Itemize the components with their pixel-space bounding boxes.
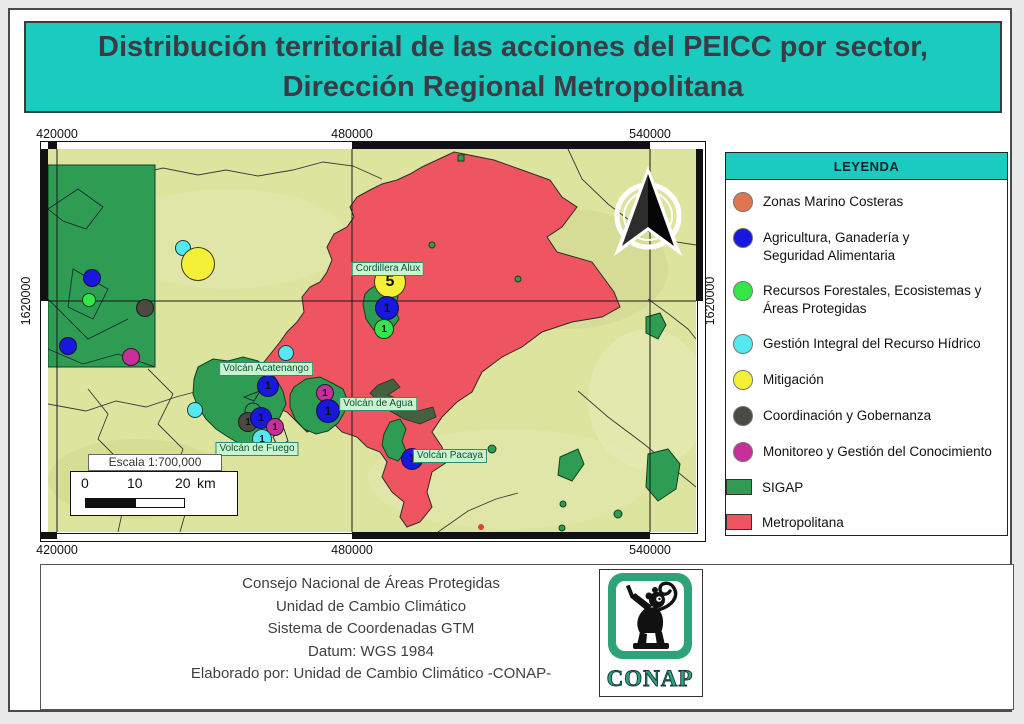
scale-bar: 0 10 20 km	[70, 471, 238, 516]
legend-item-agricultura: Agricultura, Ganadería y Seguridad Alime…	[733, 228, 1001, 265]
legend-label: Gestión Integral del Recurso Hídrico	[763, 336, 981, 351]
neatline-seg	[41, 532, 57, 539]
legend-swatch-sigap-icon	[726, 479, 752, 495]
scale-tick-0: 0	[81, 475, 89, 491]
north-arrow-icon	[614, 166, 682, 256]
legend-item-monitoreo: Monitoreo y Gestión del Conocimiento	[733, 442, 1001, 462]
footer-credits-box: Consejo Nacional de Áreas Protegidas Unid…	[40, 564, 1014, 710]
conap-monkey-logo-icon: CONAP	[606, 573, 694, 691]
footer-line: Elaborado por: Unidad de Cambio Climátic…	[190, 665, 552, 682]
marker-agricultura	[83, 269, 101, 287]
legend-item-coordinacion: Coordinación y Gobernanza	[733, 406, 1001, 426]
neatline-seg	[650, 532, 703, 539]
marker-hidrico	[278, 345, 294, 361]
site-label: Volcán Acatenango	[219, 362, 313, 376]
site-label: Volcán de Fuego	[215, 442, 299, 456]
legend-swatch-hidrico-icon	[733, 334, 753, 354]
legend-label: Monitoreo y Gestión del Conocimiento	[763, 444, 992, 459]
marker-forestal	[82, 293, 96, 307]
legend-item-sigap: SIGAP	[726, 479, 1001, 497]
neatline-seg	[650, 142, 703, 149]
marker-mitigacion	[181, 247, 215, 281]
map-neatline-outer	[40, 141, 706, 542]
legend-panel: LEYENDA Zonas Marino Costeras Agricultura…	[725, 152, 1008, 536]
metropolitana-region	[233, 151, 621, 528]
neatline-seg	[696, 301, 703, 532]
legend-item-metropolitana: Metropolitana	[726, 514, 1001, 532]
scale-segment-black	[85, 498, 135, 508]
x-tick-bottom-420000: 420000	[36, 543, 78, 557]
title-line-2: Dirección Regional Metropolitana	[282, 71, 744, 103]
neatline-seg	[48, 142, 57, 149]
footer-line: Datum: WGS 1984	[308, 642, 434, 660]
legend-header: LEYENDA	[726, 153, 1007, 180]
marker-agricultura-count: 1	[375, 296, 399, 320]
marker-monitoreo-count: 1	[266, 418, 284, 436]
marker-agricultura	[59, 337, 77, 355]
footer-text: Consejo Nacional de Áreas Protegidas Unid…	[61, 573, 681, 686]
red-speck	[478, 524, 484, 530]
legend-item-forestal: Recursos Forestales, Ecosistemas y Áreas …	[733, 281, 1001, 318]
legend-label: Recursos Forestales, Ecosistemas y Áreas …	[763, 283, 982, 316]
legend-label: Coordinación y Gobernanza	[763, 408, 932, 423]
x-tick-top-540000: 540000	[629, 127, 671, 141]
marker-agricultura-count: 1	[316, 399, 340, 423]
monkey-silhouette	[625, 581, 678, 649]
sigap-reserve-rect	[48, 164, 156, 368]
conap-logo-box: CONAP	[599, 569, 703, 697]
site-label: Volcán de Agua	[339, 397, 417, 411]
neatline-seg	[352, 532, 650, 539]
footer-line: Unidad de Cambio Climático	[275, 597, 467, 615]
neatline-seg	[352, 142, 650, 149]
marker-monitoreo	[122, 348, 140, 366]
map-layout-page: Distribución territorial de las acciones…	[8, 8, 1014, 712]
footer-line: Consejo Nacional de Áreas Protegidas	[242, 575, 500, 592]
scale-unit: km	[197, 475, 216, 491]
marker-hidrico	[187, 402, 203, 418]
legend-swatch-mitigacion-icon	[733, 370, 753, 390]
legend-swatch-coordinacion-icon	[733, 406, 753, 426]
scale-tick-20: 20	[175, 475, 191, 491]
legend-item-hidrico: Gestión Integral del Recurso Hídrico	[733, 334, 1001, 354]
neatline-seg	[57, 142, 352, 149]
legend-swatch-agricultura-icon	[733, 228, 753, 248]
x-tick-top-480000: 480000	[331, 127, 373, 141]
scale-title: Escala 1:700,000	[88, 454, 222, 471]
legend-swatch-marino-icon	[733, 192, 753, 212]
legend-swatch-metropolitana-icon	[726, 514, 752, 530]
footer-line: Sistema de Coordenadas GTM	[267, 620, 475, 637]
scale-segment-white	[135, 498, 185, 508]
neatline-seg	[41, 301, 48, 532]
x-tick-bottom-480000: 480000	[331, 543, 373, 557]
neatline-seg	[41, 149, 48, 301]
marker-agricultura-count: 1	[257, 375, 279, 397]
map-title-banner: Distribución territorial de las acciones…	[24, 21, 1002, 113]
marker-coordinacion	[136, 299, 154, 317]
title-line-1: Distribución territorial de las acciones…	[98, 31, 928, 63]
legend-label: SIGAP	[762, 480, 804, 495]
legend-items: Zonas Marino Costeras Agricultura, Ganade…	[726, 180, 1007, 532]
y-tick-left-1620000: 1620000	[19, 276, 33, 326]
scale-tick-10: 10	[127, 475, 143, 491]
x-tick-top-420000: 420000	[36, 127, 78, 141]
legend-swatch-forestal-icon	[733, 281, 753, 301]
legend-swatch-monitoreo-icon	[733, 442, 753, 462]
marker-forestal-count: 1	[374, 319, 394, 339]
legend-label: Zonas Marino Costeras	[763, 194, 904, 209]
legend-label: Agricultura, Ganadería y Seguridad Alime…	[763, 230, 910, 263]
legend-item-mitigacion: Mitigación	[733, 370, 1001, 390]
x-tick-bottom-540000: 540000	[629, 543, 671, 557]
site-label: Volcán Pacaya	[412, 449, 488, 463]
legend-label: Mitigación	[763, 372, 824, 387]
neatline-seg	[696, 149, 703, 301]
site-label: Cordillera Alux	[351, 262, 425, 276]
legend-item-marino: Zonas Marino Costeras	[733, 192, 1001, 212]
neatline-seg	[57, 532, 352, 539]
legend-label: Metropolitana	[762, 515, 844, 530]
conap-logo-text: CONAP	[607, 666, 694, 691]
